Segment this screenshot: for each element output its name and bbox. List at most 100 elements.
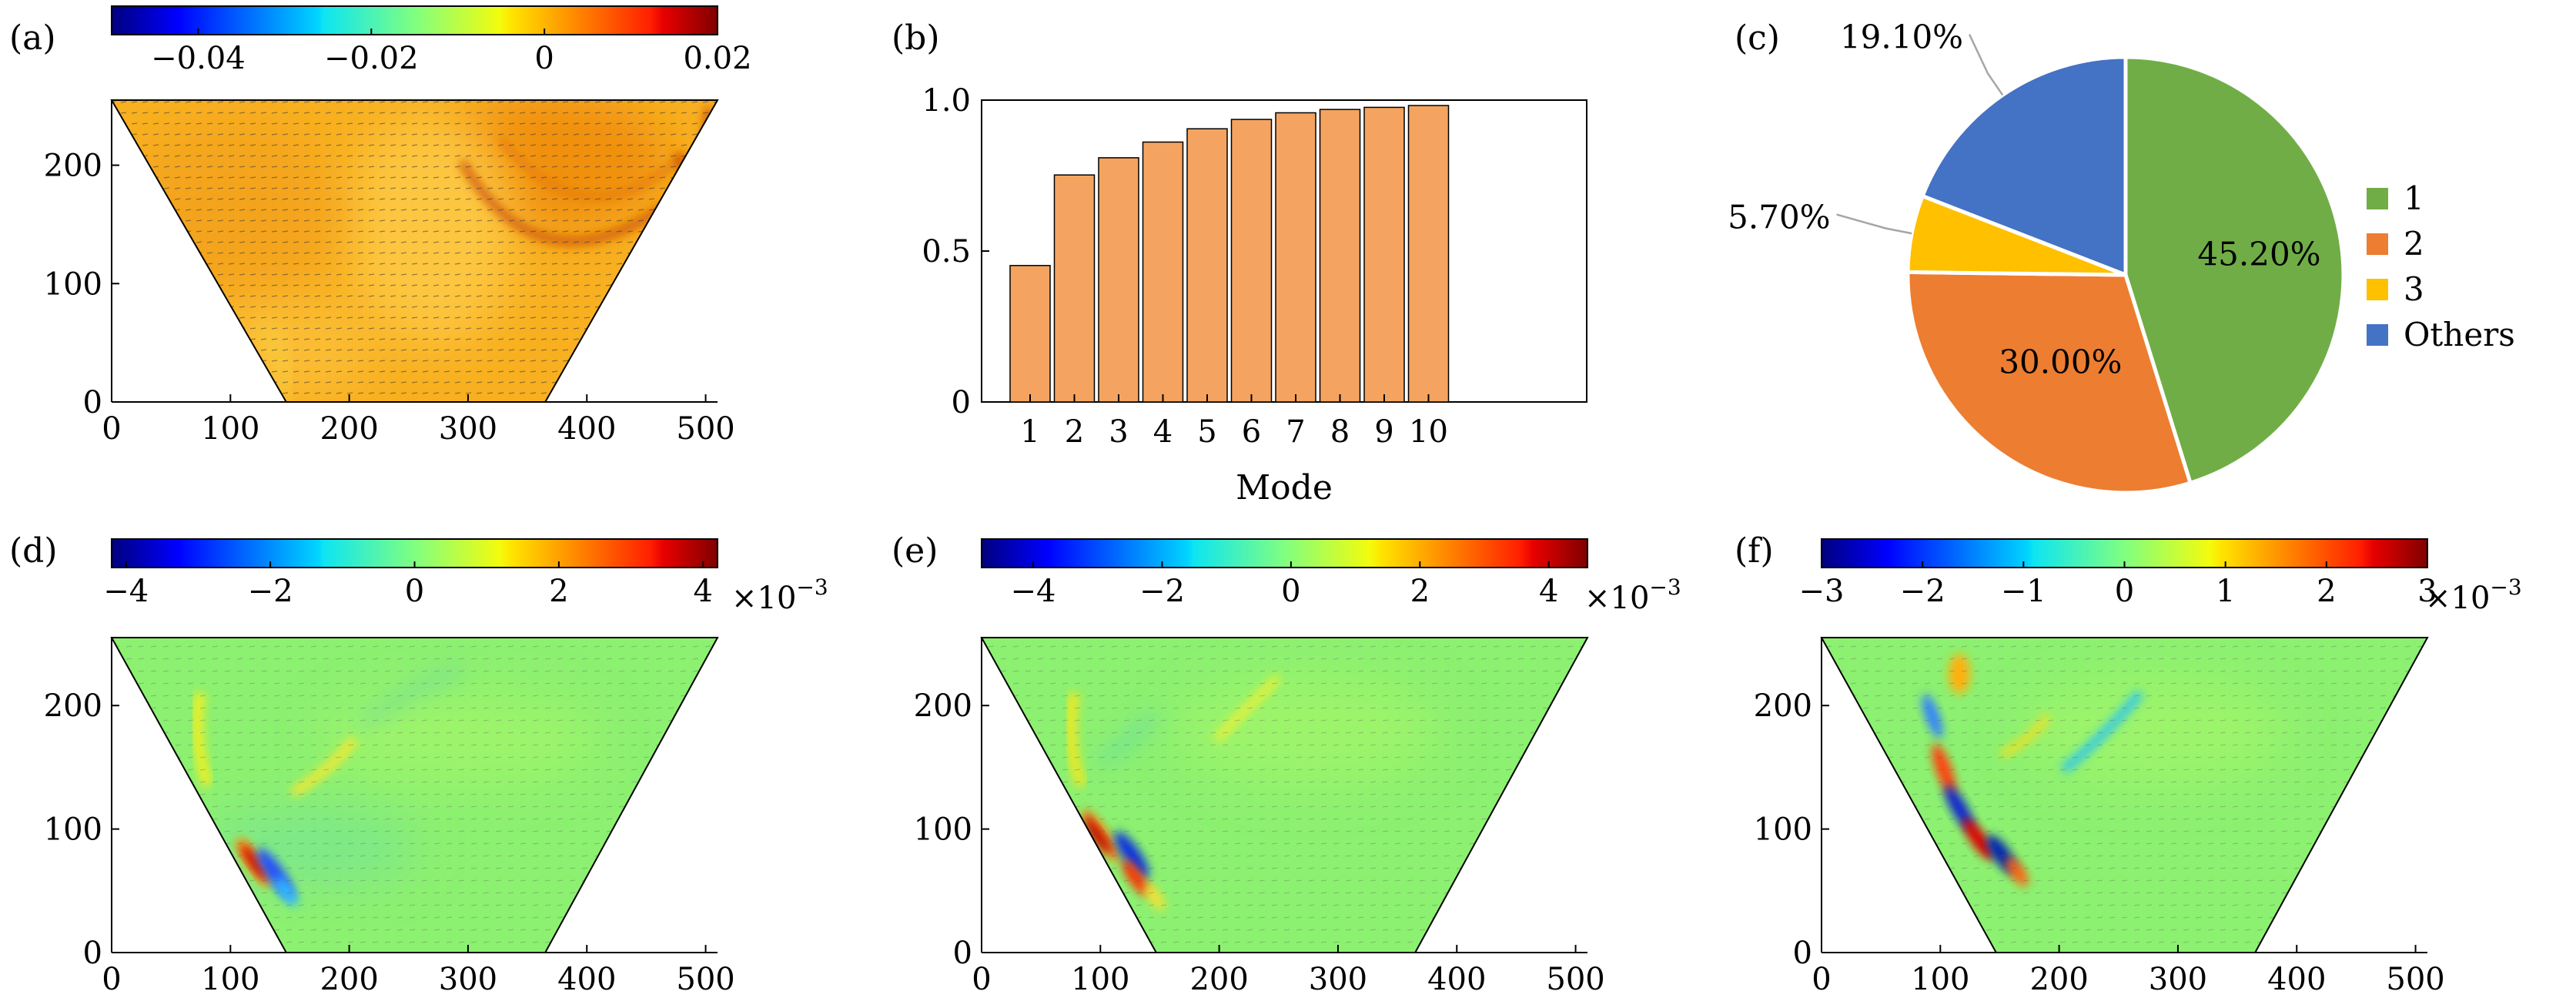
colorbar-tick-label-e: 4 [1539,574,1558,609]
colorbar-tick-label-a: 0 [534,41,554,76]
pie-label-others: 19.10% [1840,18,1963,56]
colorbar-tick-label-a: −0.04 [151,41,246,76]
colorbar-tick-label-d: 2 [549,574,568,609]
x-tick-label-e: 400 [1427,962,1486,997]
panel-label-e: (e) [892,531,938,571]
x-tick-label-f: 0 [1812,962,1831,997]
y-tick-label-a: 0 [83,385,102,420]
x-tick-label-e: 0 [972,962,991,997]
y-tick-label-b: 0 [952,385,971,420]
colorbar-multiplier-f: ×10−3 [2425,574,2522,616]
axes-d: 0 100 200 300 400 500 0 100 200 [44,638,735,997]
bar-9 [1363,106,1405,403]
colorbar-tick-label-e: 2 [1410,574,1430,609]
pie-slice-2 [1905,270,2193,495]
panel-d: (d) −4 −2 0 2 4 ×10−3 0 100 200 300 400 500 0 100 20… [9,531,828,997]
panel-a: (a) −0.04 −0.02 0 0.02 0 100 200 300 400 500 0 100… [9,5,752,447]
colorbar-tick-labels-a: −0.04 −0.02 0 0.02 [151,41,751,76]
pie-chart-c [1905,55,2346,495]
pie-label-1: 45.20% [2197,236,2320,273]
field-a [112,100,718,402]
x-tick-label-a: 0 [102,411,121,447]
x-tick-label-b: 9 [1374,414,1393,450]
pie-slice-1 [2123,55,2346,486]
colorbar-e [981,538,1588,568]
x-tick-label-a: 200 [319,411,378,447]
y-tick-label-f: 100 [1754,812,1812,848]
x-tick-label-d: 400 [557,962,616,997]
bar-10 [1407,105,1450,403]
colorbar-tick-label-f: 3 [2417,574,2437,609]
colorbar-tick-label-d: 0 [405,574,424,609]
y-tick-label-b: 1.0 [922,83,971,119]
x-tick-label-b: 5 [1197,414,1216,450]
colorbar-tick-label-f: 2 [2317,574,2336,609]
colorbar-tick-label-f: 1 [2216,574,2235,609]
x-tick-label-b: 4 [1153,414,1173,450]
bar-1 [1009,265,1051,403]
colorbar-tick-label-a: 0.02 [683,41,751,76]
colorbar-tick-labels-e: −4 −2 0 2 4 [1010,574,1558,609]
field-f [1822,638,2427,953]
colorbar-a [111,5,718,35]
x-tick-label-b: 7 [1286,414,1305,450]
x-tick-label-d: 100 [201,962,259,997]
panel-b: (b) 1 2 3 4 5 6 7 8 9 10 0 0.5 1.0 Mode [892,18,1587,507]
pie-slice-others [1919,55,2128,278]
x-tick-label-d: 300 [439,962,497,997]
x-tick-label-b: 3 [1109,414,1128,450]
y-tick-label-e: 200 [914,688,972,724]
bar-4 [1142,141,1184,403]
y-tick-label-e: 100 [914,812,972,848]
x-tick-label-d: 200 [319,962,378,997]
axes-a: 0 100 200 300 400 500 0 100 200 [44,100,735,447]
y-tick-label-b: 0.5 [922,234,971,270]
field-e [982,638,1587,953]
panel-label-c: (c) [1735,18,1780,58]
colorbar-tick-label-d: −4 [103,574,149,609]
x-tick-label-a: 300 [439,411,497,447]
colorbar-multiplier-e: ×10−3 [1584,574,1681,616]
legend-swatch-2 [2367,233,2388,255]
axes-e: 0 100 200 300 400 500 0 100 200 [914,638,1605,997]
x-tick-label-d: 500 [676,962,734,997]
legend-label-others: Others [2404,316,2515,353]
x-tick-label-e: 300 [1309,962,1367,997]
legend-label-2: 2 [2404,225,2424,263]
axes-b: 1 2 3 4 5 6 7 8 9 10 0 0.5 1.0 [922,83,1448,450]
panel-e: (e) −4 −2 0 2 4 ×10−3 0 100 200 300 400 500 0 100 20… [892,531,1681,997]
colorbar-tick-label-e: −4 [1010,574,1055,609]
legend-label-3: 3 [2404,270,2424,308]
panel-label-b: (b) [892,18,940,58]
legend-swatch-1 [2367,188,2388,209]
colorbar-tick-label-e: 0 [1281,574,1300,609]
x-tick-label-f: 300 [2149,962,2207,997]
colorbar-tick-label-f: 0 [2115,574,2134,609]
colorbar-tick-label-f: −2 [1900,574,1945,609]
colorbar-tick-labels-f: −3 −2 −1 0 1 2 3 [1799,574,2437,609]
bar-6 [1230,119,1273,403]
colorbar-tick-labels-d: −4 −2 0 2 4 [103,574,713,609]
bar-5 [1186,128,1228,403]
axes-f: 0 100 200 300 400 500 0 100 200 [1754,638,2445,997]
pie-leader-others [1968,34,2004,96]
y-tick-label-f: 0 [1793,936,1812,971]
colorbar-tick-label-d: −2 [248,574,293,609]
y-tick-label-d: 100 [44,812,102,848]
x-tick-label-e: 100 [1071,962,1129,997]
colorbar-multiplier-d: ×10−3 [731,574,828,616]
pie-label-2: 30.00% [1999,343,2122,380]
colorbar-ticks-d [125,561,704,568]
colorbar-tick-label-e: −2 [1139,574,1185,609]
panel-label-f: (f) [1735,531,1774,571]
colorbar-ticks-a [197,28,718,35]
legend-swatch-others [2367,324,2388,346]
x-tick-label-b: 1 [1020,414,1039,450]
legend-label-1: 1 [2404,179,2424,217]
x-axis-label-b: Mode [1236,468,1333,507]
bars-b [1009,105,1450,403]
x-tick-label-a: 500 [676,411,734,447]
panel-label-d: (d) [9,531,58,571]
x-tick-label-b: 2 [1065,414,1084,450]
